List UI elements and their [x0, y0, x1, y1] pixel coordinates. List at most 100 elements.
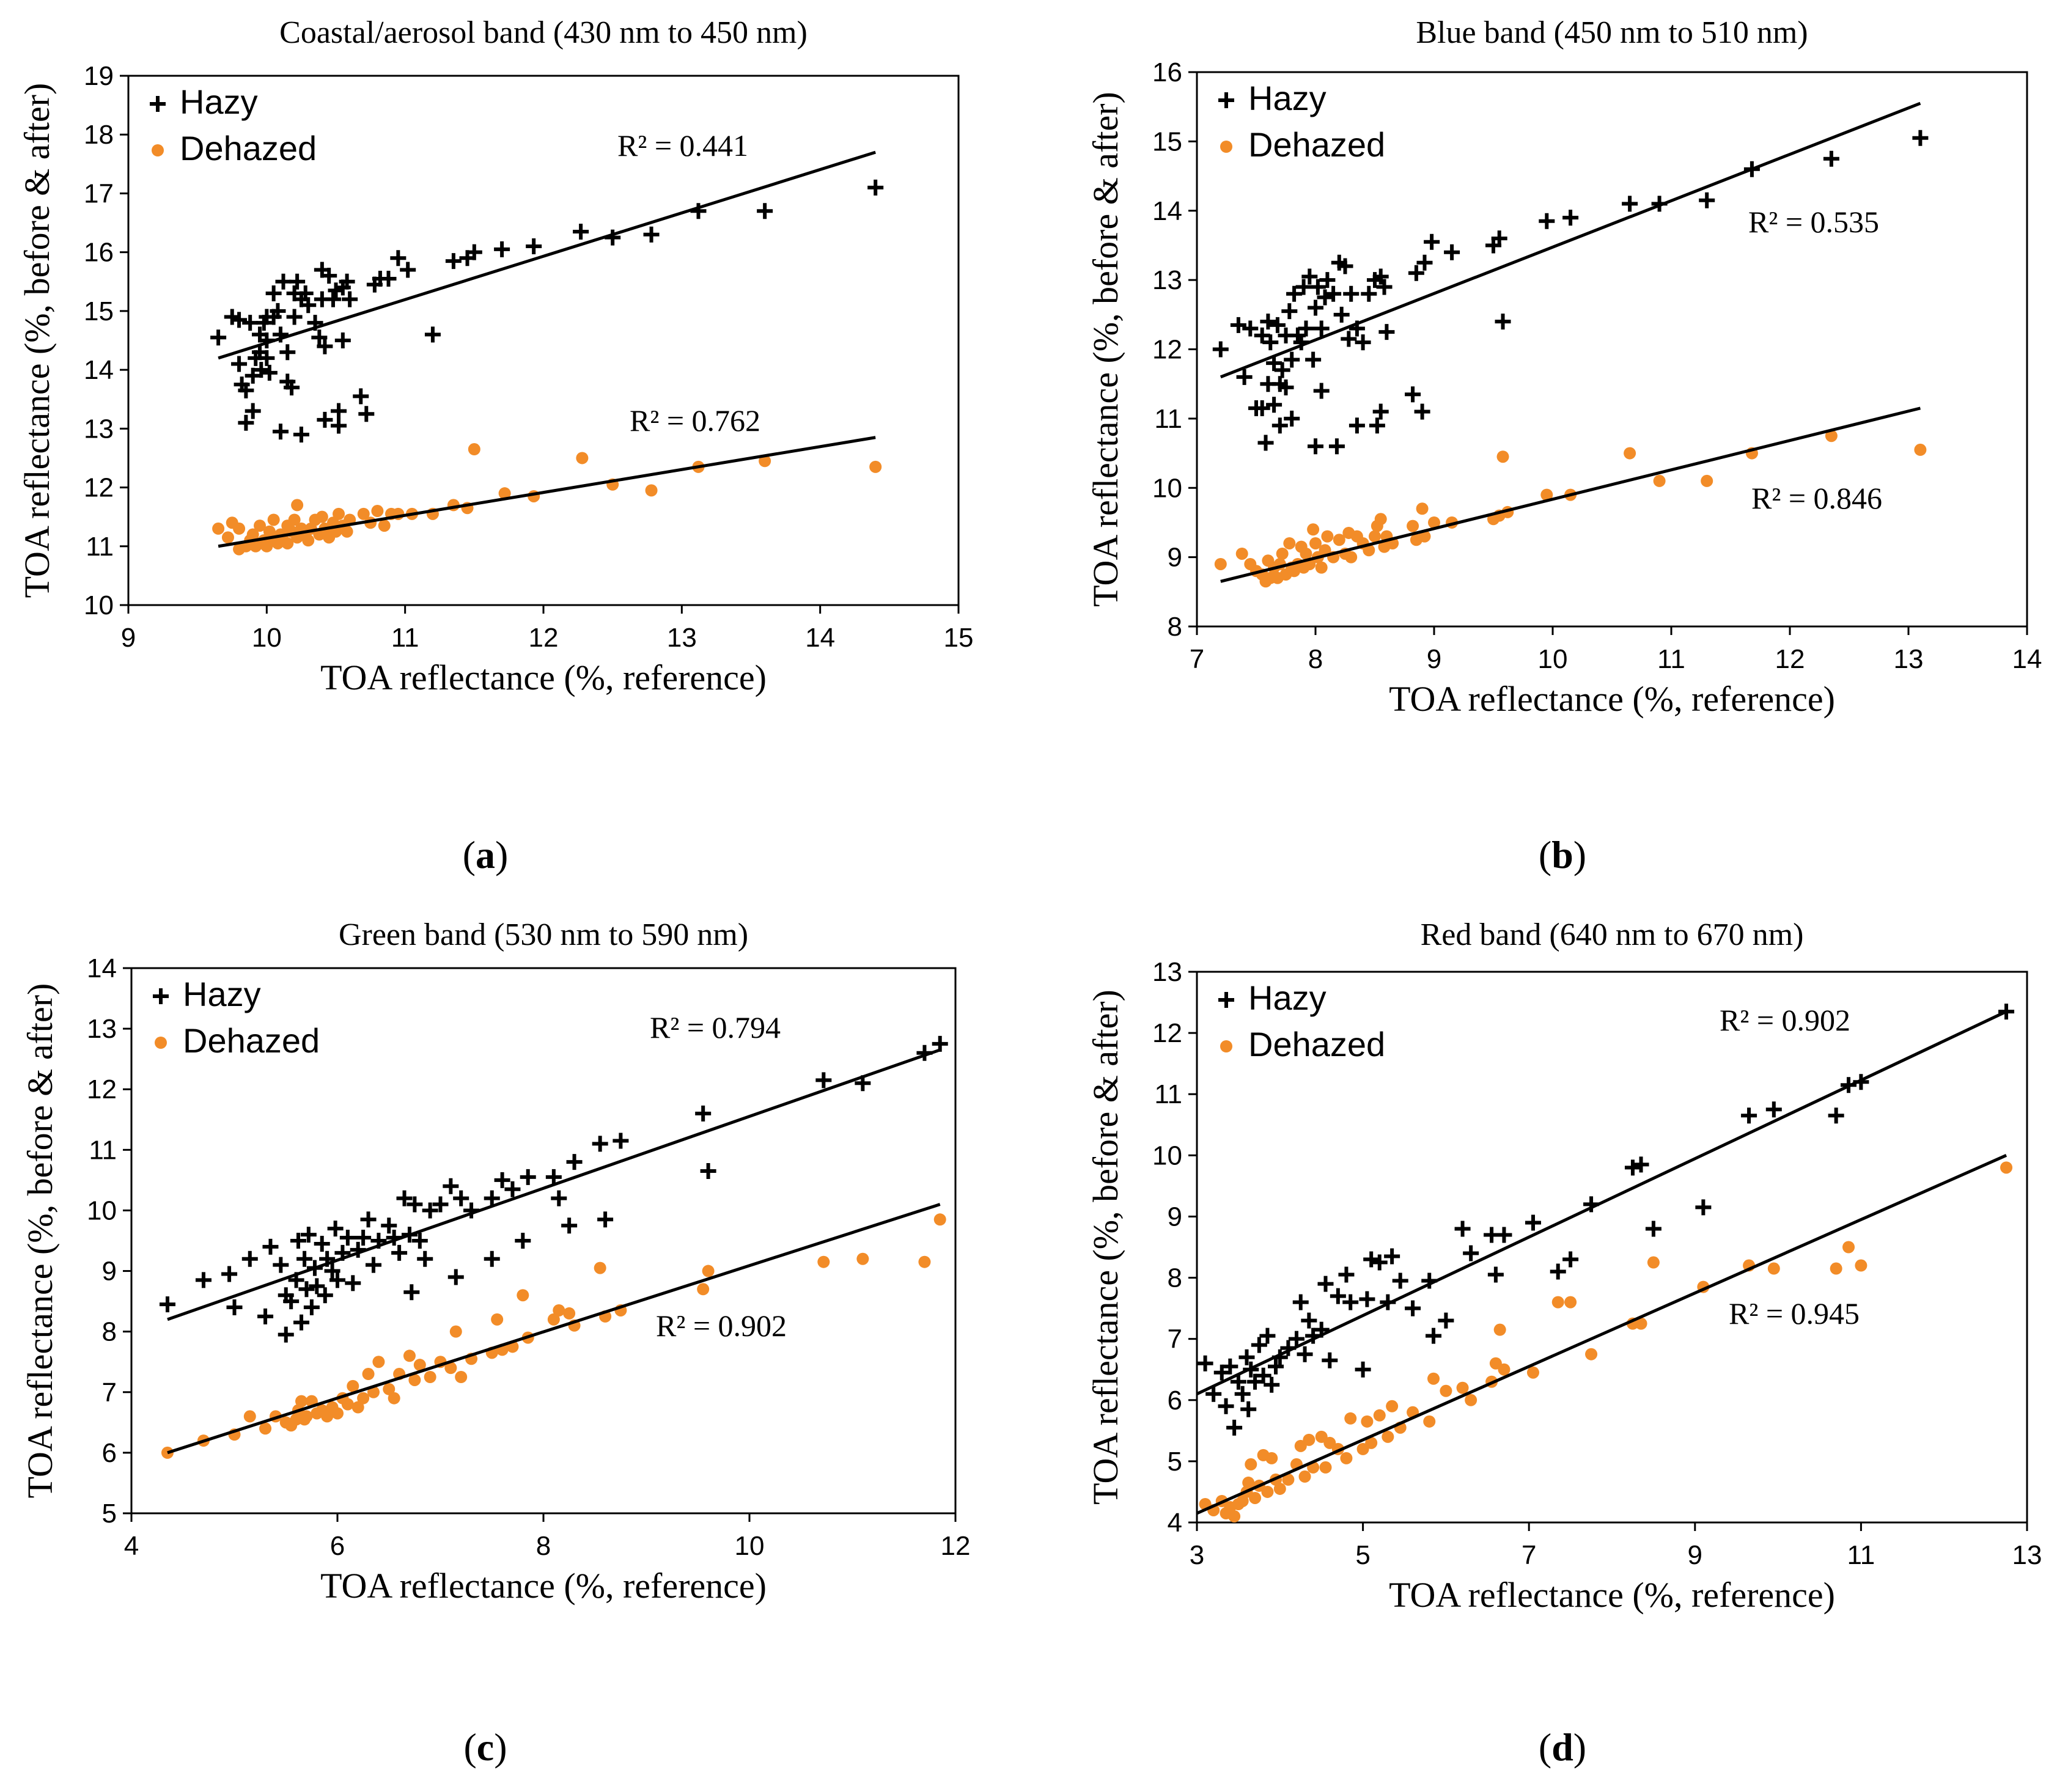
hazy-point: [1363, 1251, 1380, 1268]
dehazed-point: [1465, 1394, 1477, 1406]
y-tick-label: 12: [1152, 335, 1182, 365]
dehazed-point: [1214, 557, 1227, 570]
dehazed-point: [1526, 1366, 1539, 1379]
hazy-point: [815, 1072, 832, 1089]
chart-panel-a: Coastal/aerosol band (430 nm to 450 nm) 9…: [0, 0, 1023, 795]
hazy-point: [1371, 1254, 1388, 1271]
hazy-point: [345, 1275, 361, 1291]
y-tick-label: 9: [102, 1257, 117, 1287]
dehazed-point: [1498, 1363, 1511, 1376]
x-tick-label: 13: [1894, 644, 1924, 674]
x-tick-label: 13: [667, 623, 697, 653]
legend-dehazed-marker: [1220, 141, 1232, 153]
dehazed-point: [498, 487, 511, 500]
dehazed-point: [1276, 547, 1289, 560]
legend-dehazed-marker: [152, 144, 164, 156]
hazy-point: [231, 312, 248, 328]
hazy-point: [1262, 334, 1279, 351]
y-tick-label: 9: [1168, 1202, 1182, 1232]
x-tick-label: 7: [1522, 1540, 1536, 1570]
dehazed-point: [1382, 1430, 1394, 1443]
dehazed-point: [1830, 1262, 1842, 1275]
hazy-point: [573, 223, 589, 240]
caption-b: (b): [1538, 833, 1587, 876]
dehazed-point: [1428, 516, 1440, 529]
hazy-point: [1205, 1386, 1222, 1402]
y-tick-label: 19: [84, 61, 114, 91]
x-tick-label: 12: [1775, 644, 1805, 674]
dehazed-point: [869, 460, 882, 473]
chart-title: Coastal/aerosol band (430 nm to 450 nm): [279, 15, 808, 50]
dehazed-point: [351, 1401, 364, 1414]
legend-dehazed-label: Dehazed: [1248, 1025, 1385, 1063]
dehazed-point: [1344, 1412, 1357, 1425]
hazy-point: [453, 1190, 469, 1206]
hazy-point: [1309, 279, 1326, 295]
hazy-point: [325, 291, 341, 307]
hazy-point: [226, 1299, 243, 1316]
dehazed-point: [1228, 1510, 1241, 1522]
hazy-point: [1372, 403, 1389, 420]
hazy-point: [1342, 1294, 1359, 1310]
series-hazy: [159, 1035, 948, 1343]
dehazed-point: [1249, 1491, 1262, 1504]
hazy-point: [342, 291, 358, 307]
y-axis-label: TOA reflectance (%, before & after): [17, 83, 57, 598]
y-tick-label: 16: [84, 238, 114, 268]
hazy-point: [1268, 1358, 1284, 1375]
hazy-point: [303, 1299, 320, 1316]
hazy-point: [1355, 334, 1371, 351]
dehazed-point: [1307, 523, 1320, 536]
hazy-point: [1341, 331, 1357, 347]
dehazed-point: [321, 1410, 334, 1423]
hazy-point: [1284, 351, 1300, 368]
dehazed-point: [1624, 447, 1636, 460]
x-tick-label: 4: [124, 1531, 139, 1561]
y-tick-label: 13: [1152, 265, 1182, 295]
hazy-point: [1369, 417, 1385, 434]
y-tick-label: 10: [84, 590, 114, 620]
legend-dehazed-label: Dehazed: [1248, 125, 1385, 164]
chart-title: Blue band (450 nm to 510 nm): [1416, 15, 1808, 50]
dehazed-point: [1585, 1348, 1598, 1361]
hazy-point: [1313, 320, 1330, 337]
hazy-point: [296, 1250, 313, 1267]
hazy-point: [1333, 306, 1350, 323]
dehazed-point: [1236, 1494, 1249, 1507]
hazy-point: [424, 326, 441, 343]
hazy-point: [1264, 1376, 1280, 1393]
hazy-point: [445, 253, 462, 270]
y-tick-label: 7: [102, 1378, 117, 1408]
hazy-point: [1487, 1266, 1504, 1283]
hazy-point: [1226, 1419, 1243, 1436]
x-tick-label: 15: [944, 623, 974, 653]
y-tick-label: 17: [84, 178, 114, 208]
hazy-point: [417, 1250, 433, 1267]
caption-a: (a): [462, 833, 509, 876]
hazy-point: [1463, 1245, 1479, 1261]
r2-label-hazy: R² = 0.441: [617, 128, 748, 163]
hazy-point: [293, 426, 309, 442]
dehazed-point: [1283, 537, 1296, 549]
y-tick-label: 11: [1154, 404, 1182, 434]
dehazed-point: [1767, 1262, 1780, 1275]
hazy-point: [1284, 410, 1300, 427]
y-tick-label: 10: [87, 1195, 117, 1225]
hazy-point: [1562, 1251, 1579, 1268]
dehazed-point: [759, 455, 771, 468]
hazy-point: [261, 364, 278, 381]
hazy-point: [259, 350, 275, 366]
dehazed-point: [267, 513, 280, 526]
hazy-point: [396, 1190, 413, 1206]
hazy-point: [339, 273, 355, 290]
hazy-point: [241, 1250, 258, 1267]
dehazed-point: [413, 1359, 426, 1372]
dehazed-point: [1842, 1241, 1855, 1254]
r2-label-dehazed: R² = 0.846: [1751, 481, 1882, 515]
hazy-point: [1317, 1276, 1334, 1292]
hazy-point: [238, 414, 254, 431]
hazy-point: [526, 238, 542, 255]
dehazed-point: [1309, 537, 1322, 549]
dehazed-point: [1635, 1317, 1647, 1330]
dehazed-point: [357, 1392, 370, 1405]
